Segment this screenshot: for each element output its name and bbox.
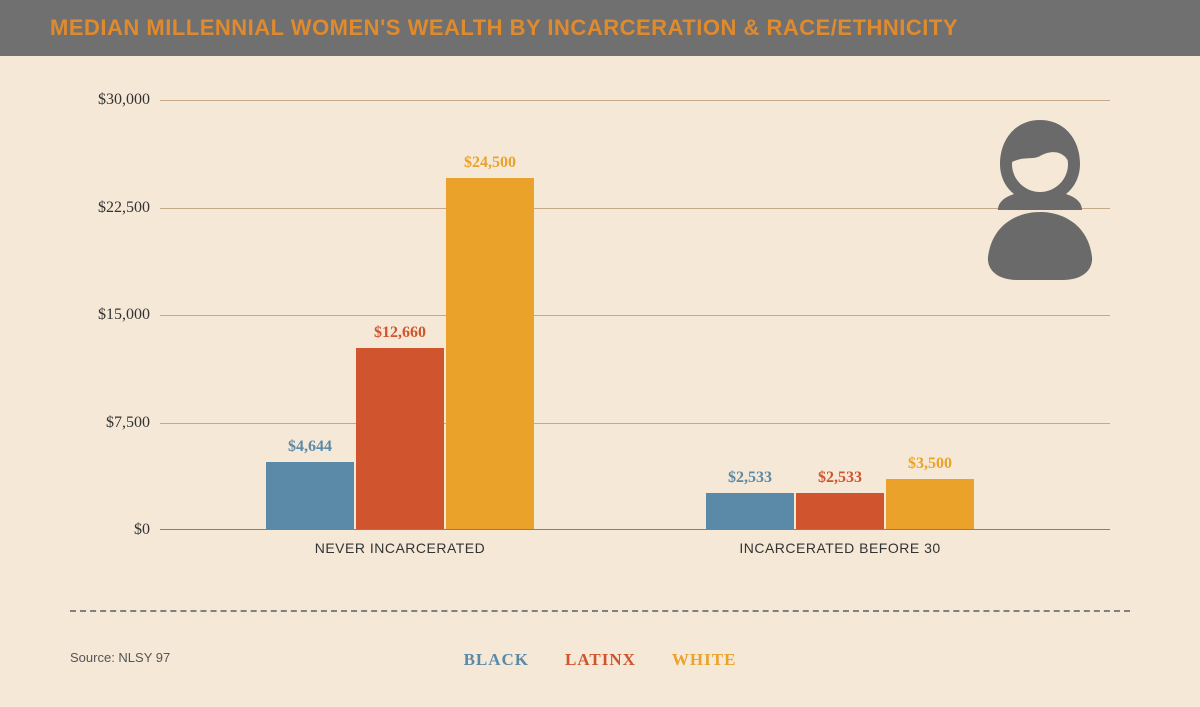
gridline [160,100,1110,101]
bar: $12,660 [356,348,444,529]
legend-item: LATINX [565,650,636,669]
bar-value-label: $3,500 [886,455,974,473]
header-bar: MEDIAN MILLENNIAL WOMEN'S WEALTH BY INCA… [0,0,1200,56]
legend-item: BLACK [464,650,529,669]
gridline [160,208,1110,209]
gridline [160,315,1110,316]
bar-value-label: $2,533 [706,469,794,487]
bar: $2,533 [796,493,884,529]
y-tick-label: $22,500 [70,199,150,217]
plot-area: $4,644$12,660$24,500$2,533$2,533$3,500 [160,100,1110,530]
divider-line [70,610,1130,612]
y-tick-label: $7,500 [70,414,150,432]
legend-item: WHITE [672,650,737,669]
x-category-label: NEVER INCARCERATED [250,540,550,556]
bar-value-label: $2,533 [796,469,884,487]
legend: BLACK LATINX WHITE [0,650,1200,670]
y-tick-label: $15,000 [70,306,150,324]
x-category-label: INCARCERATED BEFORE 30 [690,540,990,556]
bar-value-label: $4,644 [266,438,354,456]
woman-icon [970,112,1110,282]
bar: $24,500 [446,178,534,529]
bar: $3,500 [886,479,974,529]
bar-value-label: $12,660 [356,324,444,342]
y-tick-label: $30,000 [70,91,150,109]
bar: $4,644 [266,462,354,529]
bar-value-label: $24,500 [446,154,534,172]
y-tick-label: $0 [70,521,150,539]
gridline [160,423,1110,424]
chart-title: MEDIAN MILLENNIAL WOMEN'S WEALTH BY INCA… [50,15,958,41]
bar: $2,533 [706,493,794,529]
